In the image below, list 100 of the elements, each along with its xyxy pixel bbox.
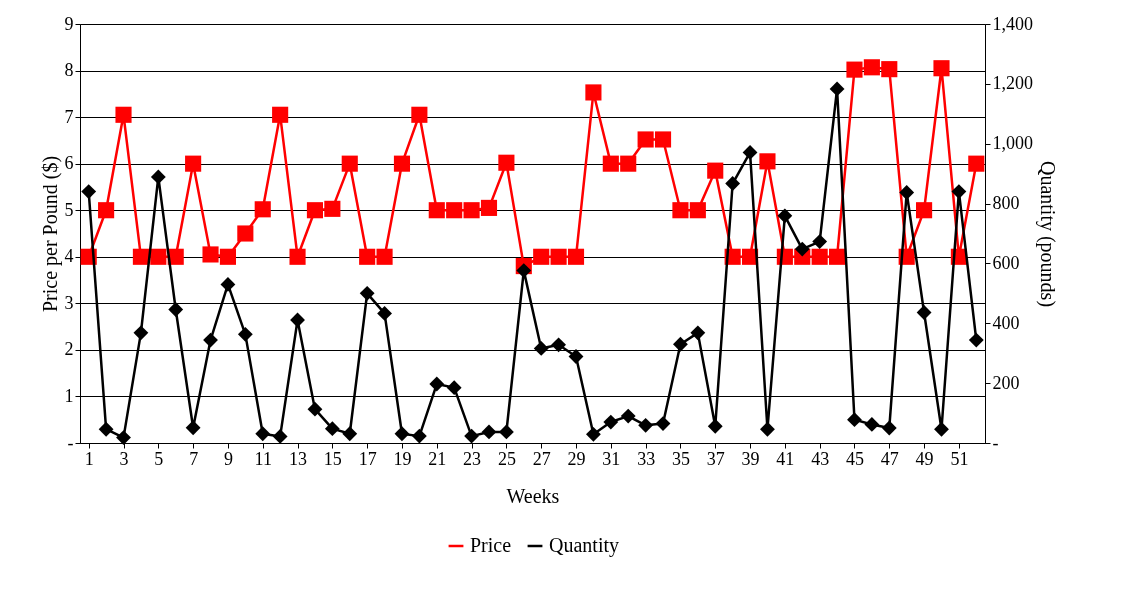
x-tick-label: 45 xyxy=(845,448,864,469)
x-tick-label: 11 xyxy=(254,448,272,469)
point xyxy=(811,248,828,265)
point xyxy=(760,421,775,437)
point xyxy=(707,162,724,179)
y-tick-label: 4 xyxy=(64,246,74,267)
point xyxy=(463,202,480,219)
x-tick-label: 41 xyxy=(776,448,795,469)
x-tick-label: 37 xyxy=(706,448,725,469)
point xyxy=(498,154,515,171)
point xyxy=(707,418,723,434)
point xyxy=(429,376,445,392)
point xyxy=(255,426,271,442)
point xyxy=(237,326,253,342)
point xyxy=(602,155,619,172)
point xyxy=(394,426,410,442)
y2-tick-label: - xyxy=(992,432,999,453)
y-tick-label: 1 xyxy=(64,385,74,406)
y2-tick-label: 1,000 xyxy=(992,133,1033,154)
point xyxy=(550,248,567,265)
point xyxy=(916,305,932,320)
point xyxy=(185,155,202,172)
point xyxy=(98,202,115,219)
point xyxy=(864,417,880,432)
x-tick-label: 31 xyxy=(602,448,621,469)
point xyxy=(324,421,340,437)
x-tick-label: 35 xyxy=(671,448,690,469)
x-axis-title: Weeks xyxy=(506,484,560,507)
point xyxy=(533,341,549,356)
point xyxy=(759,153,776,170)
y2-axis-title: Quantity (pounds) xyxy=(1036,160,1059,308)
x-tick-label: 29 xyxy=(567,448,586,469)
x-tick-label: 23 xyxy=(463,448,482,469)
point xyxy=(81,184,97,200)
y-tick-label: 3 xyxy=(64,292,74,313)
x-tick-label: 21 xyxy=(428,448,447,469)
x-tick-label: 51 xyxy=(950,448,969,469)
point xyxy=(411,106,428,123)
y-tick-label: 7 xyxy=(64,106,74,127)
point xyxy=(533,248,550,265)
x-tick-label: 5 xyxy=(154,448,164,469)
x-tick-label: 15 xyxy=(323,448,342,469)
point xyxy=(567,248,585,265)
point xyxy=(150,169,166,185)
y2-tick-label: 400 xyxy=(992,312,1020,333)
point xyxy=(881,61,898,78)
x-tick-label: 17 xyxy=(358,448,377,469)
point xyxy=(115,106,132,123)
point xyxy=(794,241,810,257)
point xyxy=(98,421,114,437)
point xyxy=(237,225,254,242)
point xyxy=(446,380,462,396)
y-tick-label: 6 xyxy=(64,153,74,174)
point xyxy=(272,106,289,123)
point xyxy=(603,414,619,430)
legend-label: Price xyxy=(470,534,512,556)
point xyxy=(916,202,933,219)
point xyxy=(116,430,131,446)
point xyxy=(638,417,654,433)
point xyxy=(498,424,514,440)
point xyxy=(585,84,602,101)
point xyxy=(881,420,897,436)
point xyxy=(324,200,341,217)
y-tick-label: 2 xyxy=(64,339,74,360)
point xyxy=(829,248,846,265)
point xyxy=(863,59,880,76)
point xyxy=(777,208,793,224)
point xyxy=(551,337,567,353)
point xyxy=(933,60,950,77)
point xyxy=(202,246,219,263)
y2-tick-label: 600 xyxy=(992,252,1020,273)
point xyxy=(428,202,445,219)
point xyxy=(341,155,358,172)
point xyxy=(637,131,654,148)
y2-tick-label: 200 xyxy=(992,372,1020,393)
x-tick-label: 43 xyxy=(811,448,830,469)
point xyxy=(586,426,601,442)
point xyxy=(376,248,393,265)
x-tick-label: 3 xyxy=(119,448,129,469)
point xyxy=(359,285,375,301)
point xyxy=(220,276,236,292)
point xyxy=(480,199,498,216)
point xyxy=(968,332,984,348)
point xyxy=(951,184,967,200)
point xyxy=(620,155,637,172)
point xyxy=(847,412,862,428)
x-tick-label: 47 xyxy=(880,448,899,469)
point xyxy=(829,81,845,97)
x-tick-label: 19 xyxy=(393,448,412,469)
point xyxy=(899,185,915,200)
point xyxy=(673,336,688,352)
point xyxy=(446,202,463,219)
point xyxy=(132,248,149,265)
point xyxy=(968,155,985,172)
point xyxy=(150,248,167,265)
point xyxy=(133,325,149,341)
point xyxy=(672,202,689,219)
point xyxy=(725,176,741,191)
point xyxy=(689,202,706,219)
y-tick-label: - xyxy=(67,432,74,453)
